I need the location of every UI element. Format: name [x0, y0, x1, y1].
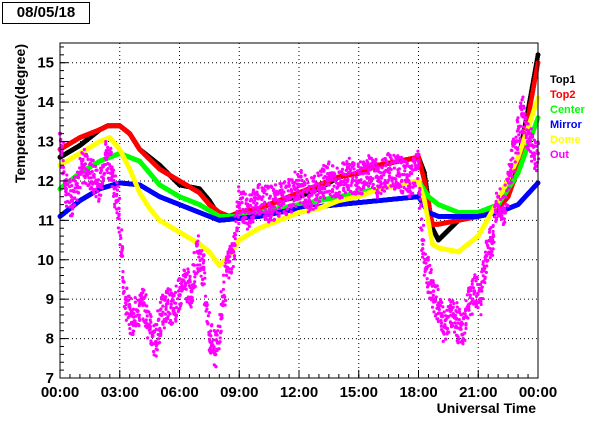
series-layer [57, 52, 541, 369]
date-label: 08/05/18 [2, 2, 90, 24]
